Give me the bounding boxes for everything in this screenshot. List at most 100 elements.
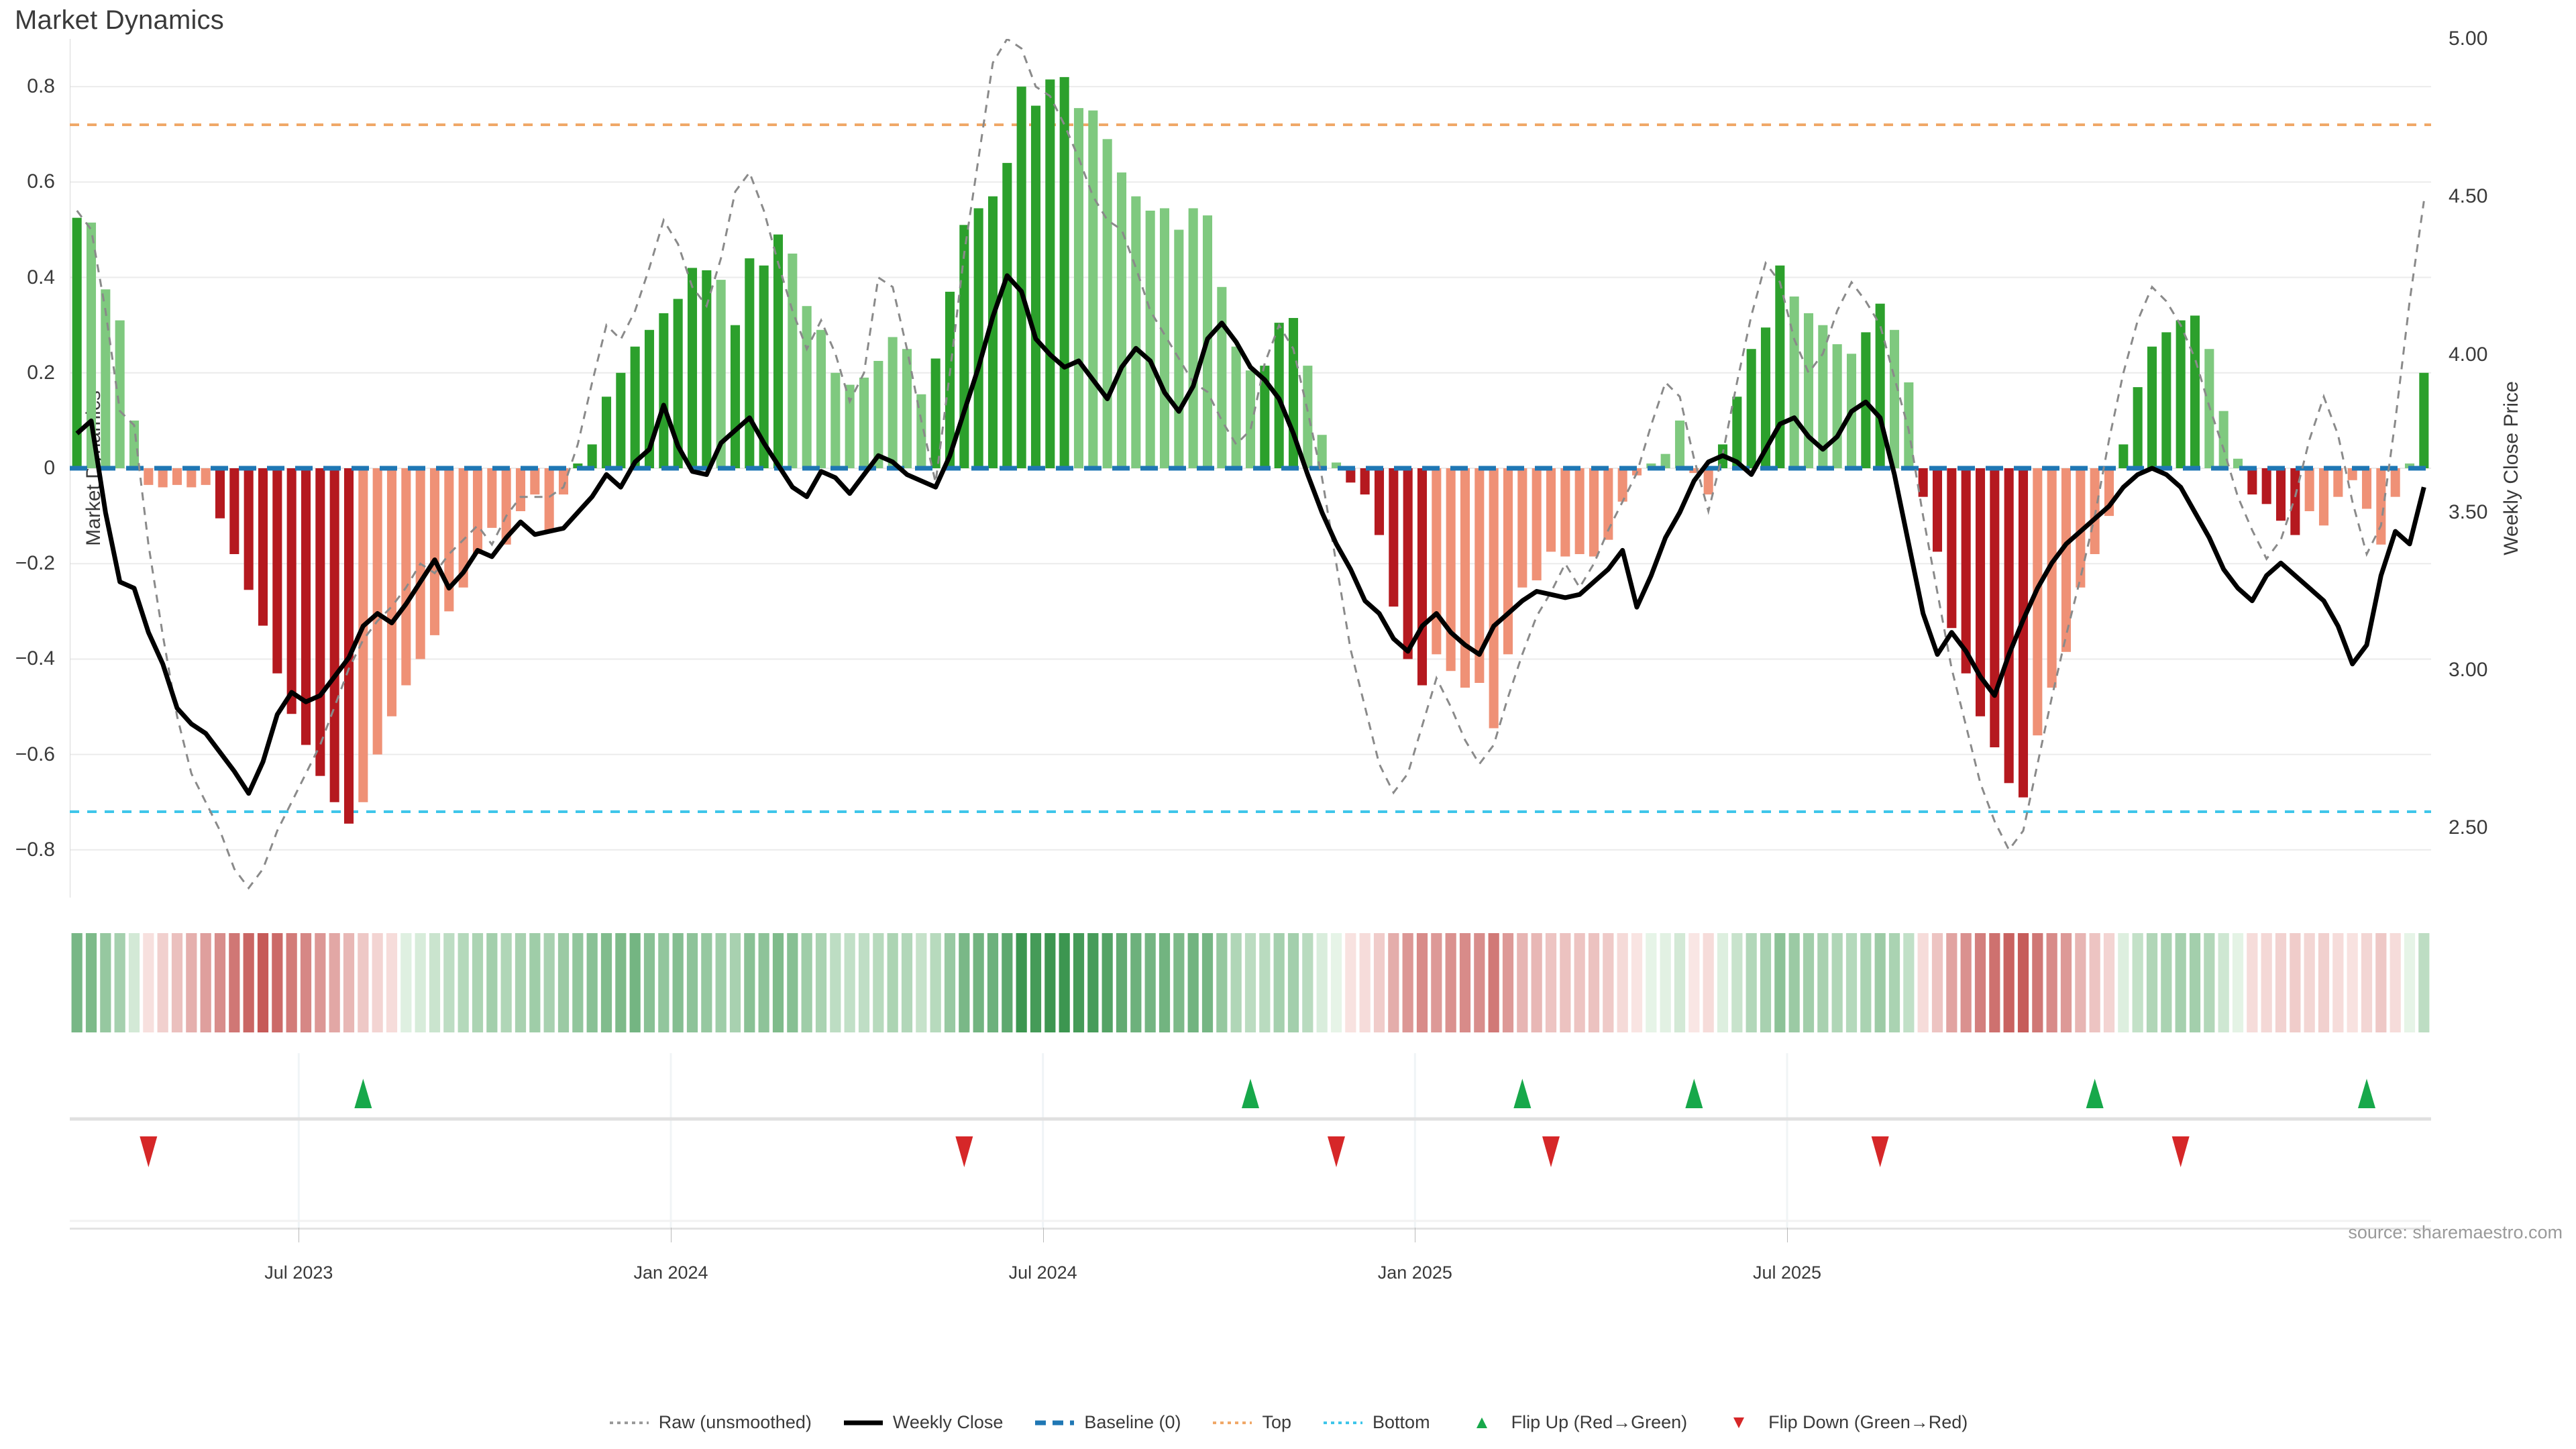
chart-bar bbox=[2404, 463, 2415, 468]
y-axis-right-tick: 2.50 bbox=[2449, 816, 2488, 839]
heat-cell bbox=[315, 933, 326, 1032]
heat-cell bbox=[1774, 933, 1786, 1032]
heat-cell bbox=[2361, 933, 2373, 1032]
chart-bar bbox=[1174, 229, 1184, 468]
y-axis-right-tick: 4.50 bbox=[2449, 185, 2488, 208]
x-axis-tick-mark bbox=[671, 1228, 672, 1242]
heat-cell bbox=[329, 933, 340, 1032]
chart-bar bbox=[1360, 468, 1370, 495]
heat-cell bbox=[2404, 933, 2416, 1032]
heat-cell bbox=[1445, 933, 1456, 1032]
heat-cell bbox=[987, 933, 999, 1032]
chart-bar bbox=[1474, 468, 1485, 683]
heat-cell bbox=[801, 933, 812, 1032]
legend-item[interactable]: Flip Up (Red→Green) bbox=[1461, 1412, 1687, 1433]
heat-cell bbox=[658, 933, 669, 1032]
chart-bar bbox=[487, 468, 497, 528]
x-axis-tick-mark bbox=[1042, 1228, 1044, 1242]
heat-cell bbox=[1359, 933, 1371, 1032]
heat-cell bbox=[2017, 933, 2029, 1032]
heat-cell bbox=[1130, 933, 1142, 1032]
chart-bar bbox=[1775, 265, 1785, 468]
legend-item[interactable]: Top bbox=[1212, 1412, 1291, 1433]
heat-cell bbox=[758, 933, 769, 1032]
heat-cell bbox=[815, 933, 827, 1032]
chart-bar bbox=[2033, 468, 2043, 736]
y-axis-left-tick: 0.2 bbox=[27, 361, 55, 384]
heat-cell bbox=[429, 933, 441, 1032]
heat-cell bbox=[901, 933, 913, 1032]
heat-cell bbox=[2218, 933, 2229, 1032]
chart-bar bbox=[86, 222, 97, 468]
chart-bar bbox=[329, 468, 339, 802]
legend-item[interactable]: Raw (unsmoothed) bbox=[608, 1412, 812, 1433]
heat-cell bbox=[2261, 933, 2272, 1032]
chart-bar bbox=[1303, 366, 1313, 468]
heat-cell bbox=[1044, 933, 1056, 1032]
chart-bar bbox=[2361, 468, 2372, 509]
chart-bar bbox=[386, 468, 397, 716]
heat-cell bbox=[1216, 933, 1228, 1032]
flip-down-marker bbox=[1871, 1136, 1889, 1167]
raw-unsmoothed-line bbox=[76, 39, 2425, 890]
legend-item[interactable]: Baseline (0) bbox=[1034, 1412, 1181, 1433]
chart-bar bbox=[773, 234, 784, 468]
chart-bar bbox=[902, 349, 912, 468]
heat-cell bbox=[2290, 933, 2301, 1032]
heat-cell bbox=[959, 933, 970, 1032]
chart-bar bbox=[1245, 370, 1256, 468]
chart-bar bbox=[930, 358, 941, 468]
heat-cell bbox=[1674, 933, 1686, 1032]
heat-cell bbox=[1316, 933, 1328, 1032]
chart-bar bbox=[1446, 468, 1456, 672]
chart-bar bbox=[115, 320, 125, 468]
chart-bar bbox=[358, 468, 368, 802]
chart-bar bbox=[2376, 468, 2386, 545]
chart-bar bbox=[802, 306, 812, 468]
heat-cell bbox=[157, 933, 168, 1032]
chart-bar bbox=[1889, 329, 1900, 468]
chart-bar bbox=[616, 372, 626, 468]
legend-item[interactable]: Bottom bbox=[1322, 1412, 1430, 1433]
chart-bar bbox=[873, 361, 883, 468]
chart-bar bbox=[2275, 468, 2286, 521]
chart-bar bbox=[2318, 468, 2329, 526]
dashed-line-icon bbox=[1035, 1420, 1075, 1425]
heat-cell bbox=[214, 933, 226, 1032]
chart-bar bbox=[2176, 320, 2186, 468]
heat-cell bbox=[1646, 933, 1657, 1032]
heat-cell bbox=[1474, 933, 1485, 1032]
y-axis-left-tick: 0.8 bbox=[27, 75, 55, 98]
y-axis-right-tick: 3.00 bbox=[2449, 659, 2488, 682]
heat-cell bbox=[772, 933, 784, 1032]
heat-cell bbox=[1059, 933, 1070, 1032]
chart-bar bbox=[730, 325, 741, 468]
legend-item[interactable]: Flip Down (Green→Red) bbox=[1718, 1412, 1968, 1433]
weekly-close-line bbox=[75, 273, 2426, 796]
chart-bar bbox=[1131, 196, 1141, 468]
chart-bar bbox=[201, 468, 211, 485]
chart-bar bbox=[1947, 468, 1957, 629]
heat-cell bbox=[229, 933, 240, 1032]
heat-cell bbox=[1431, 933, 1442, 1032]
y-axis-left-tick: 0.4 bbox=[27, 266, 55, 288]
chart-bar bbox=[1560, 468, 1570, 557]
legend-item-label: Weekly Close bbox=[892, 1412, 1004, 1432]
heat-cell bbox=[1488, 933, 1499, 1032]
page-title: Market Dynamics bbox=[15, 5, 224, 35]
chart-bar bbox=[144, 468, 154, 485]
legend-item[interactable]: Weekly Close bbox=[843, 1412, 1004, 1433]
heat-cell bbox=[2232, 933, 2244, 1032]
chart-bar bbox=[1546, 468, 1556, 552]
heat-cell bbox=[600, 933, 612, 1032]
chart-bar bbox=[1432, 468, 1442, 655]
chart-bar bbox=[1403, 468, 1413, 659]
chart-bar bbox=[1617, 468, 1627, 502]
chart-bar bbox=[158, 468, 168, 488]
heat-cell bbox=[128, 933, 140, 1032]
chart-bar bbox=[101, 289, 111, 468]
chart-bar bbox=[1589, 468, 1599, 557]
heat-cell bbox=[1617, 933, 1628, 1032]
heat-cell bbox=[1373, 933, 1385, 1032]
flip-up-marker bbox=[354, 1079, 372, 1108]
